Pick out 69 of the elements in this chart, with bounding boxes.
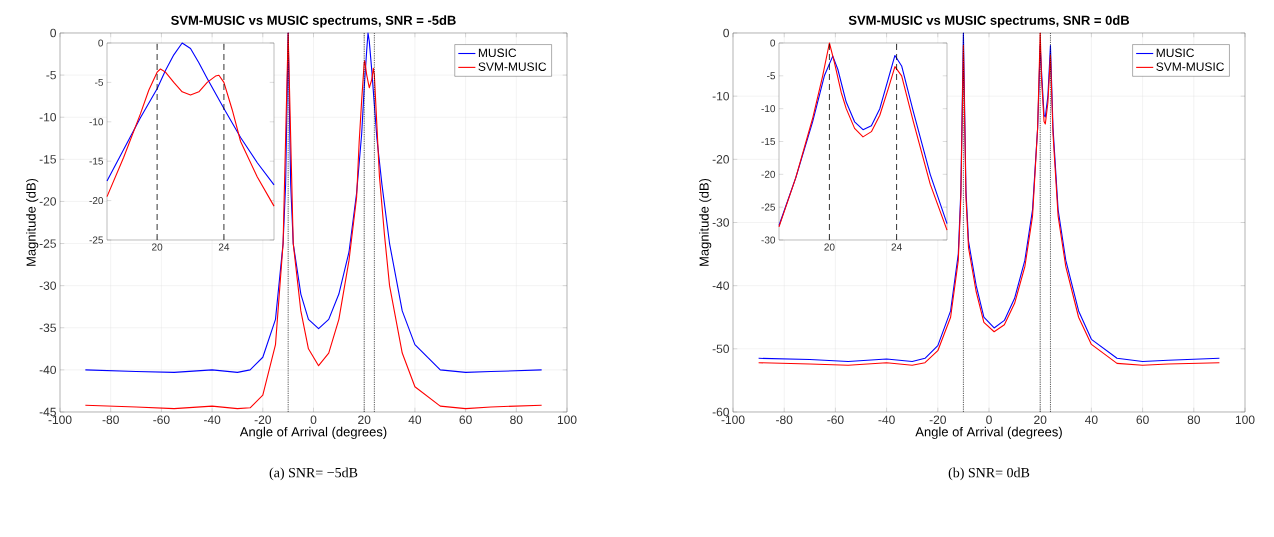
- x-axis-title: Angle of Arrival (degrees): [239, 426, 387, 439]
- x-tick-label: -60: [153, 415, 170, 425]
- y-tick-label: -5: [46, 70, 56, 80]
- y-axis-title: Magnitude (dB): [699, 178, 712, 266]
- chart-title: SVM-MUSIC vs MUSIC spectrums, SNR = 0dB: [848, 15, 1130, 28]
- x-tick-label: 24: [218, 243, 230, 251]
- x-tick-label: 40: [408, 415, 422, 425]
- x-tick-label: -100: [721, 415, 745, 425]
- y-tick-label: 0: [98, 39, 104, 47]
- x-tick-label: 24: [891, 243, 902, 251]
- y-tick-label: -10: [89, 118, 104, 126]
- x-tick-label: -20: [254, 415, 272, 425]
- y-tick-label: -5: [95, 78, 104, 86]
- y-axis-title: Magnitude (dB): [26, 178, 39, 266]
- chart-title: SVM-MUSIC vs MUSIC spectrums, SNR = -5dB: [171, 15, 456, 28]
- text: (a) SNR= −5dB: [269, 467, 358, 481]
- x-tick-label: -100: [48, 415, 72, 425]
- x-tick-label: 60: [459, 415, 472, 425]
- y-tick-label: -30: [712, 218, 730, 227]
- y-tick-label: -45: [39, 407, 56, 417]
- x-tick-label: 20: [824, 243, 835, 251]
- y-tick-label: -30: [39, 281, 57, 290]
- y-tick-label: -15: [761, 138, 776, 145]
- y-tick-label: -60: [712, 407, 730, 417]
- y-tick-label: -10: [39, 112, 57, 122]
- x-tick-label: 100: [557, 415, 577, 425]
- x-tick-label: -80: [102, 415, 119, 425]
- x-tick-label: -60: [827, 415, 844, 425]
- legend-label: SVM-MUSIC: [478, 62, 547, 71]
- text: (b) SNR= 0dB: [948, 467, 1030, 481]
- x-tick-label: 80: [510, 415, 523, 425]
- legend-label: MUSIC: [478, 48, 517, 58]
- y-tick-label: -25: [89, 236, 104, 244]
- x-tick-label: -80: [776, 415, 793, 425]
- y-tick-label: -25: [761, 203, 776, 211]
- x-tick-label: 40: [1085, 415, 1098, 425]
- y-tick-label: -40: [39, 365, 57, 375]
- x-tick-label: -20: [929, 415, 947, 425]
- x-tick-label: -40: [203, 415, 221, 425]
- x-tick-label: 20: [152, 243, 163, 251]
- y-tick-label: -10: [712, 91, 730, 101]
- x-tick-label: 100: [1235, 415, 1255, 425]
- x-axis-title: Angle of Arrival (degrees): [915, 426, 1062, 439]
- y-tick-label: -40: [712, 281, 730, 290]
- y-tick-label: -20: [89, 197, 104, 205]
- x-tick-label: 20: [358, 415, 371, 425]
- y-tick-label: 0: [723, 28, 730, 38]
- y-tick-label: -20: [712, 155, 730, 164]
- legend-label: SVM-MUSIC: [1156, 62, 1224, 71]
- y-tick-label: -10: [761, 105, 776, 113]
- y-tick-label: -15: [39, 155, 56, 164]
- x-tick-label: 20: [1034, 415, 1047, 425]
- line-series: [106, 68, 275, 207]
- y-tick-label: 0: [770, 39, 776, 47]
- x-tick-label: 0: [310, 415, 317, 425]
- y-tick-label: -50: [712, 344, 730, 354]
- y-tick-label: -20: [761, 170, 776, 178]
- y-tick-label: -20: [39, 197, 57, 206]
- y-tick-label: -5: [767, 72, 776, 80]
- y-tick-label: -25: [39, 239, 56, 248]
- y-tick-label: -15: [89, 157, 104, 165]
- y-tick-label: -30: [761, 236, 776, 244]
- x-tick-label: 60: [1136, 415, 1149, 425]
- x-tick-label: -40: [878, 415, 895, 425]
- y-tick-label: 0: [50, 28, 57, 38]
- y-tick-label: -35: [39, 323, 56, 333]
- x-tick-label: 0: [986, 415, 992, 425]
- x-tick-label: 80: [1187, 415, 1201, 425]
- legend-label: MUSIC: [1156, 48, 1194, 58]
